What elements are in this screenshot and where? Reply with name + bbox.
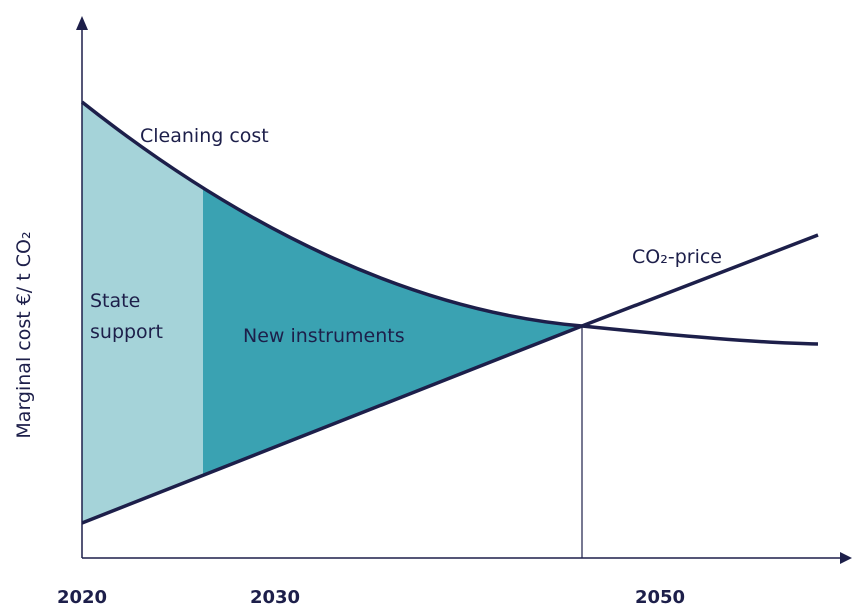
state-support-label: State support [90, 290, 163, 343]
state-support-area [82, 102, 203, 523]
x-label: 2030 [250, 587, 300, 605]
y-arrow [76, 16, 88, 30]
new-instruments-area [203, 187, 582, 476]
x-label: 2050 [635, 587, 685, 605]
co2-price-line [81, 233, 819, 525]
cleaning-cost-curve [80, 100, 819, 346]
co2-price-label: CO₂-price [632, 246, 722, 268]
y-axis-label: Marginal cost €/ t CO₂ [13, 231, 35, 438]
label-line: State [90, 290, 140, 312]
new-instruments-label: New instruments [243, 325, 405, 347]
x-label: 2020 [57, 587, 107, 605]
label-line: support [90, 321, 163, 343]
x-arrow [840, 552, 852, 564]
cleaning-cost-label: Cleaning cost [140, 125, 269, 147]
